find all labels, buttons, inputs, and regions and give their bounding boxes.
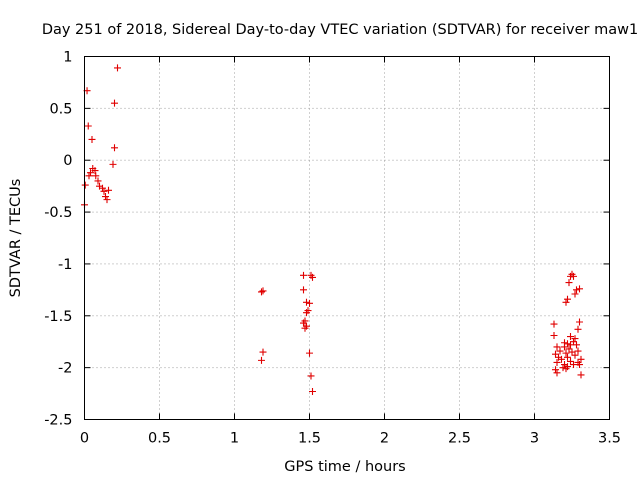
data-point	[92, 172, 100, 180]
data-point	[258, 288, 265, 296]
data-point	[88, 135, 96, 143]
y-tick-label: 0	[63, 153, 72, 169]
data-point	[567, 333, 574, 341]
data-point	[564, 340, 571, 348]
data-point	[100, 187, 108, 195]
data-point	[553, 358, 561, 366]
data-point	[259, 348, 267, 356]
data-point	[571, 351, 579, 359]
data-point	[571, 290, 579, 298]
data-point	[307, 372, 315, 380]
data-point	[576, 318, 583, 326]
data-point	[576, 285, 583, 293]
data-point	[114, 64, 121, 72]
x-tick-label: 0.5	[148, 431, 171, 447]
data-point	[562, 349, 570, 357]
data-point	[573, 341, 580, 349]
data-point	[556, 347, 564, 355]
data-point	[564, 295, 571, 303]
data-point	[571, 335, 579, 343]
y-axis-label: SDTVAR / TECUs	[8, 179, 24, 298]
data-point	[550, 331, 558, 339]
data-point	[564, 353, 571, 361]
y-tick-label: 1	[63, 50, 72, 66]
data-point	[552, 366, 559, 374]
x-tick-label: 3.5	[598, 431, 621, 447]
data-point	[567, 341, 574, 349]
plot-frame	[84, 56, 610, 420]
data-point	[568, 348, 576, 356]
data-point	[570, 361, 577, 369]
data-point	[561, 343, 568, 351]
data-point	[85, 172, 93, 180]
data-point	[309, 387, 316, 395]
data-point	[570, 338, 577, 346]
data-point	[552, 350, 559, 358]
x-axis-label: GPS time / hours	[284, 459, 405, 475]
data-point	[553, 369, 561, 377]
data-point	[303, 309, 310, 317]
data-point	[567, 357, 574, 365]
y-tick-label: -0.5	[44, 205, 72, 221]
data-point	[111, 144, 118, 152]
data-point	[258, 356, 265, 364]
x-tick-label: 2	[380, 431, 389, 447]
y-tick-label: -2.5	[44, 413, 72, 429]
data-point	[81, 181, 89, 189]
data-point	[570, 272, 577, 280]
data-point	[300, 286, 307, 294]
data-point	[306, 349, 313, 357]
data-point	[558, 355, 565, 363]
x-tick-label: 3	[530, 431, 539, 447]
y-tick-label: -1.5	[44, 309, 72, 325]
data-point	[259, 287, 267, 295]
data-point	[301, 324, 309, 332]
x-tick-label: 0	[80, 431, 89, 447]
data-point	[577, 355, 585, 363]
data-point	[303, 298, 310, 306]
data-point	[576, 361, 583, 369]
data-point	[562, 365, 570, 373]
data-point	[300, 271, 307, 279]
data-point	[105, 186, 112, 194]
data-point	[565, 279, 573, 287]
grid	[84, 56, 610, 420]
data-point	[87, 169, 94, 177]
data-point	[562, 298, 570, 306]
data-point	[574, 325, 582, 333]
data-point	[109, 160, 117, 168]
x-tick-label: 1	[230, 431, 239, 447]
x-tick-label: 1.5	[298, 431, 321, 447]
data-point	[577, 371, 585, 379]
data-point	[103, 196, 111, 204]
y-tick-label: -2	[58, 361, 72, 377]
data-point	[309, 273, 316, 281]
data-points	[81, 64, 585, 395]
data-point	[300, 319, 307, 327]
data-point	[111, 99, 118, 107]
data-point	[102, 193, 109, 201]
data-point	[559, 364, 567, 372]
chart-title: Day 251 of 2018, Sidereal Day-to-day VTE…	[42, 22, 638, 38]
data-point	[94, 177, 102, 185]
y-tick-label: 0.5	[49, 101, 72, 117]
data-point	[574, 347, 582, 355]
data-point	[91, 167, 99, 175]
data-point	[550, 320, 558, 328]
data-point	[84, 122, 92, 130]
data-point	[565, 345, 573, 353]
data-point	[306, 299, 313, 307]
data-point	[573, 286, 580, 294]
x-tick-label: 2.5	[448, 431, 471, 447]
y-tick-label: -1	[58, 257, 72, 273]
data-point	[99, 184, 106, 192]
data-point	[553, 343, 561, 351]
